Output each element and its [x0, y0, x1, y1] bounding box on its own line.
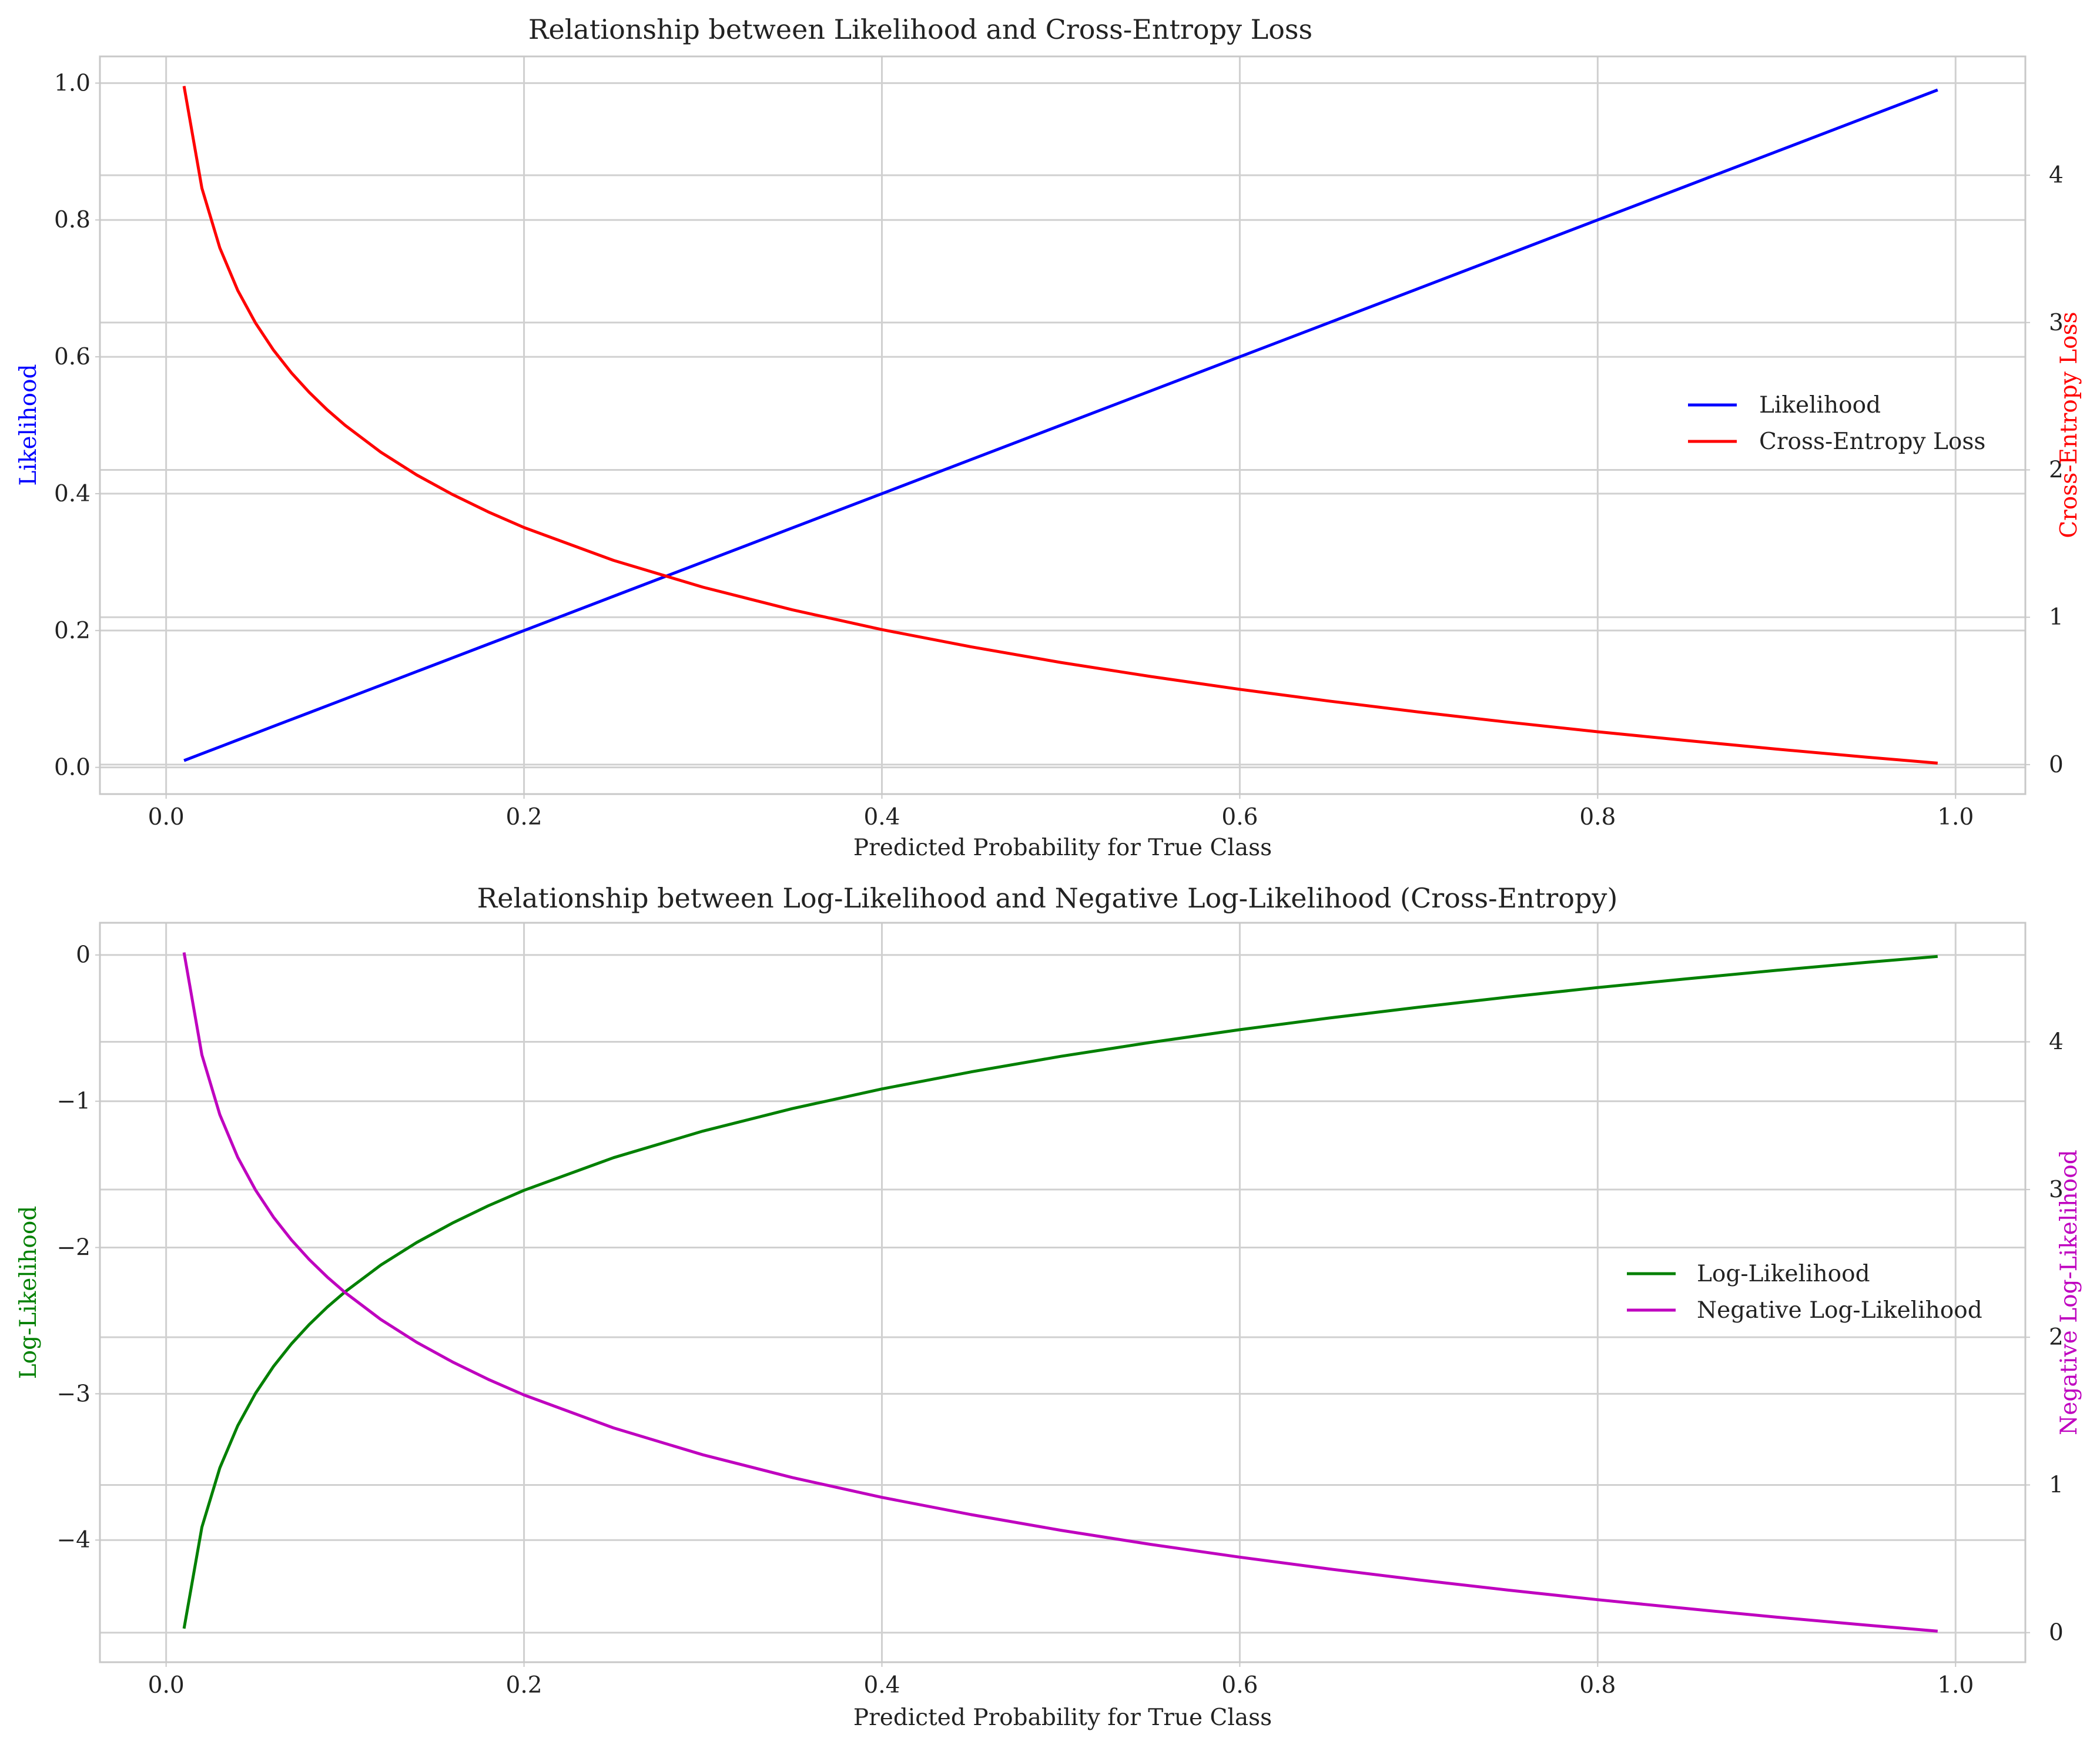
y2-tick-label: 1: [2049, 604, 2064, 631]
series-line-log-likelihood: [182, 955, 1938, 1629]
y-axis-label: Likelihood: [15, 364, 42, 485]
chart-panel-log-likelihood: Relationship between Log-Likelihood and …: [15, 882, 2082, 1731]
x-tick-label: 0.8: [1579, 804, 1616, 831]
x-tick-label: 0.6: [1221, 804, 1258, 831]
chart-panel-likelihood: Relationship between Likelihood and Cros…: [15, 14, 2082, 861]
y2-tick-label: 3: [2049, 310, 2064, 336]
series-layer: [182, 85, 1938, 765]
y2-axis-label: Cross-Entropy Loss: [2056, 312, 2082, 538]
y2-tick-label: 3: [2049, 1177, 2064, 1203]
y-tick-label: 0.0: [54, 755, 91, 781]
series-line-negative-log-likelihood: [182, 952, 1938, 1633]
y-tick-label: −3: [57, 1381, 91, 1407]
x-tick-label: 0.0: [148, 804, 185, 831]
x-axis-label: Predicted Probability for True Class: [853, 1705, 1272, 1731]
y-tick-label: −4: [57, 1527, 91, 1553]
series-layer: [182, 952, 1938, 1633]
y2-axis-label: Negative Log-Likelihood: [2056, 1150, 2082, 1435]
legend: Log-Likelihood Negative Log-Likelihood: [1627, 1261, 1982, 1324]
legend: Likelihood Cross-Entropy Loss: [1688, 392, 1985, 455]
x-tick-label: 0.6: [1221, 1672, 1258, 1699]
x-tick-label: 1.0: [1937, 804, 1974, 831]
plot-frame: [99, 55, 2027, 795]
y-tick-label: 1.0: [54, 70, 91, 96]
y-tick-label: 0: [76, 942, 91, 969]
y-tick-label: −1: [57, 1089, 91, 1115]
x-tick-label: 0.4: [863, 1672, 900, 1699]
x-tick-label: 0.2: [506, 804, 542, 831]
gridlines: [100, 923, 2025, 1662]
tick-layer: 0.0 0.2 0.4 0.6 0.8 1.0 0.0 0.2 0.4 0.6 0.8 1.0 0 1 2 3…: [54, 70, 2064, 831]
y2-tick-label: 2: [2049, 1324, 2064, 1351]
y2-tick-label: 4: [2049, 162, 2064, 189]
legend-label-log-likelihood: Log-Likelihood: [1697, 1261, 1870, 1287]
x-axis-label: Predicted Probability for True Class: [853, 835, 1272, 861]
x-tick-label: 0.0: [148, 1672, 185, 1699]
y-tick-label: 0.6: [54, 344, 91, 370]
tick-layer: 0.0 0.2 0.4 0.6 0.8 1.0 0 −1 −2 −3 −4 0 1 2 3 4: [57, 942, 2064, 1699]
gridlines: [100, 56, 2025, 794]
x-tick-label: 0.8: [1579, 1672, 1616, 1699]
legend-label-cross-entropy: Cross-Entropy Loss: [1759, 428, 1985, 455]
legend-label-negative-log-likelihood: Negative Log-Likelihood: [1697, 1297, 1982, 1324]
x-tick-label: 1.0: [1937, 1672, 1974, 1699]
x-tick-label: 0.2: [506, 1672, 542, 1699]
y-tick-label: 0.2: [54, 618, 91, 644]
y2-tick-label: 0: [2049, 752, 2064, 778]
y2-tick-label: 1: [2049, 1472, 2064, 1498]
y-tick-label: 0.4: [54, 481, 91, 507]
plot-frame: [99, 922, 2027, 1663]
series-line-likelihood: [183, 88, 1938, 762]
y-tick-label: 0.8: [54, 207, 91, 233]
series-line-cross-entropy-loss: [182, 85, 1938, 765]
y-axis-label: Log-Likelihood: [15, 1206, 42, 1379]
x-tick-label: 0.4: [863, 804, 900, 831]
legend-label-likelihood: Likelihood: [1759, 392, 1881, 418]
y-tick-label: −2: [57, 1234, 91, 1261]
y2-tick-label: 2: [2049, 457, 2064, 483]
chart-title: Relationship between Log-Likelihood and …: [477, 882, 1618, 914]
chart-title: Relationship between Likelihood and Cros…: [528, 14, 1312, 45]
y2-tick-label: 0: [2049, 1620, 2064, 1646]
y2-tick-label: 4: [2049, 1029, 2064, 1056]
